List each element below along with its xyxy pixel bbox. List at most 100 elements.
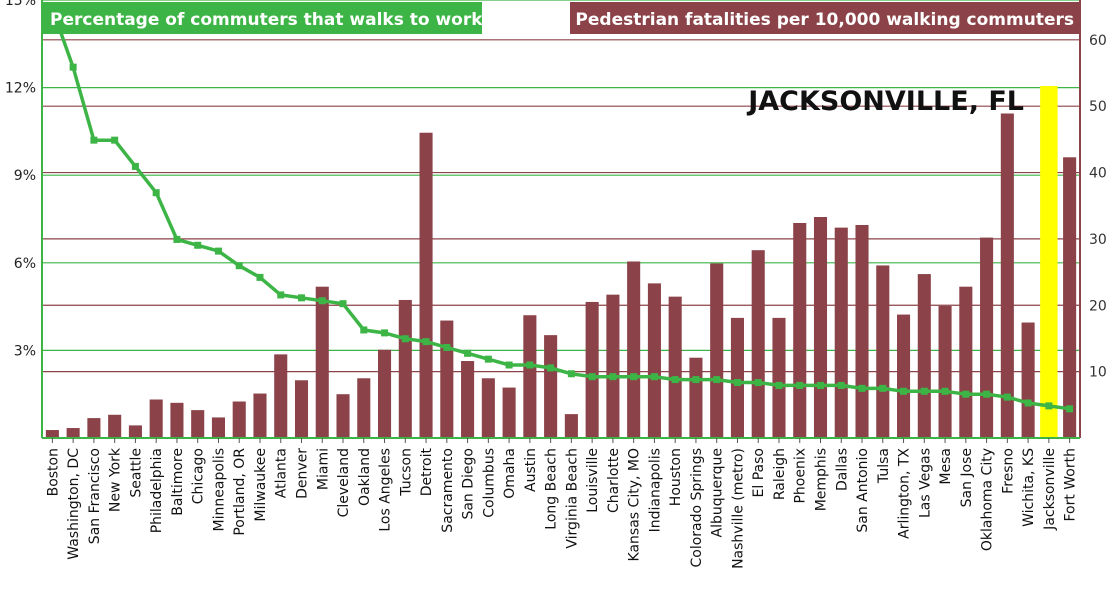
title-right-box [570,2,1080,34]
category-label: New York [108,447,124,512]
fatality-bar [834,227,848,438]
right-tick-label: 60 [1089,33,1107,49]
walk-share-point [360,326,368,334]
fatality-bar [1021,322,1035,438]
walk-share-point [900,387,908,395]
category-label: Indianapolis [647,448,663,532]
fatality-bar [689,357,703,438]
category-label: Raleigh [772,448,788,500]
category-label: Milwaukee [253,448,269,522]
fatality-bar [128,425,142,438]
category-label: Oklahoma City [980,448,996,551]
right-tick-label: 40 [1089,166,1107,182]
category-label: Seattle [128,448,144,498]
fatality-bar [253,393,267,438]
category-label: Memphis [814,448,830,511]
category-label: Fresno [1000,448,1016,494]
walk-share-point [1024,399,1032,407]
category-label: San Antonio [855,448,871,533]
category-label: Las Vegas [917,448,933,518]
fatality-bar [315,286,329,438]
fatality-bar [772,317,786,438]
walk-share-point [194,241,202,249]
fatality-bar [191,410,205,438]
label-layer: Boston Washington, DC San Francisco New Yor… [45,447,1078,569]
fatality-bar [793,222,807,438]
fatality-bar [502,387,516,438]
category-label: Charlotte [606,448,622,513]
title-left-box [42,2,482,34]
walk-share-point [152,189,160,197]
fatality-bar [938,305,952,438]
category-label: Atlanta [274,448,290,498]
category-label: Dallas [834,448,850,491]
fatality-bar [440,320,454,438]
walk-share-point [796,381,804,389]
category-label: Columbus [481,448,497,518]
fatality-bar [461,361,475,438]
fatality-bar [980,237,994,438]
walk-share-point [962,390,970,398]
fatality-bar [481,378,495,438]
category-label: Mesa [938,448,954,485]
category-label: Colorado Springs [689,448,705,568]
walk-share-point [318,297,326,305]
walk-share-point [401,335,409,343]
category-label: Sacramento [440,448,456,533]
left-tick-label: 12% [5,81,36,97]
walk-share-point [339,300,347,308]
walk-share-point [69,63,77,71]
category-label: Kansas City, MO [627,448,643,561]
fatality-bar [523,315,537,438]
highlight-column [1040,86,1058,438]
walk-share-point [837,381,845,389]
line-layer [48,5,1074,413]
category-label: Baltimore [170,448,186,516]
fatality-bar [751,250,765,438]
right-tick-label: 30 [1089,232,1107,248]
walk-share-point [90,136,98,144]
walk-share-point [256,273,264,281]
walk-share-point [650,373,658,381]
left-tick-label: 6% [14,256,36,272]
walk-share-point [235,262,243,270]
category-label: El Paso [751,448,767,497]
walk-share-point [692,376,700,384]
category-label: Arlington, TX [897,448,913,539]
category-label: Boston [45,448,61,496]
category-label: Houston [668,448,684,506]
walk-share-point [588,373,596,381]
walk-share-point [733,379,741,387]
walk-share-point [920,387,928,395]
fatality-bar [1000,113,1014,439]
category-label: Omaha [502,448,518,499]
walk-share-point [422,338,430,346]
fatality-bar [170,402,184,438]
walk-share-point [277,291,285,299]
walk-share-point [381,329,389,337]
category-label: Washington, DC [66,448,82,560]
fatality-bar [66,428,80,438]
left-tick-label: 3% [14,343,36,359]
fatality-bar [959,286,973,438]
fatality-bar [730,317,744,438]
walk-share-point [173,235,181,243]
walk-share-point [526,361,534,369]
category-label: Portland, OR [232,448,248,536]
fatality-bar [336,394,350,438]
axis-layer: 3% 6% 9% 12% 15% 10 20 30 40 50 60 [5,0,1107,443]
fatality-bar [398,299,412,438]
walk-share-point [547,364,555,372]
fatality-bar [855,224,869,438]
title-left: Percentage of commuters that walks to wo… [50,10,483,30]
walk-share-point [111,136,119,144]
walk-share-point [1045,402,1053,410]
fatality-bar [378,349,392,438]
fatality-bar [897,314,911,438]
category-label: Austin [523,448,539,492]
walk-share-point [443,343,451,351]
walk-share-point [1066,405,1074,413]
fatality-bar [294,380,309,438]
category-label: Long Beach [544,448,560,530]
category-label: Albuquerque [710,448,726,537]
